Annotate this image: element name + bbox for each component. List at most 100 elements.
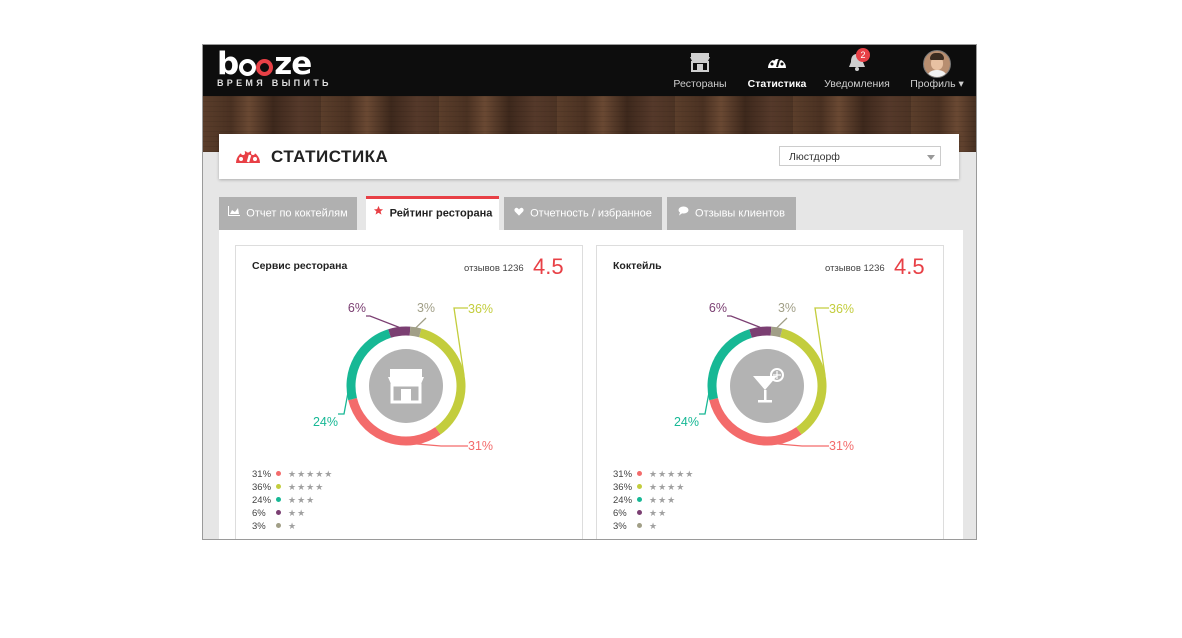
legend-percent: 3% (613, 521, 627, 532)
segment-label: 24% (313, 415, 338, 429)
legend-percent: 24% (252, 495, 272, 506)
legend-row: 31% ★★★★★ (252, 468, 333, 481)
legend-color-dot (276, 510, 281, 516)
speedometer-icon (766, 52, 788, 75)
legend-stars: ★★ (288, 508, 307, 518)
tab-label: Отчет по коктейлям (246, 207, 348, 220)
segment-leader-line (699, 356, 717, 415)
tab-customer-reviews[interactable]: Отзывы клиентов (667, 197, 796, 230)
location-select-value: Люстдорф (789, 151, 840, 163)
legend-stars: ★★★★ (649, 482, 686, 492)
tab-cocktail-report[interactable]: Отчет по коктейлям (219, 197, 357, 230)
nav-item-profile[interactable]: Профиль ▾ (905, 45, 969, 96)
rating-panel: Сервис ресторана отзывов 1236 4.5 36% 31%… (219, 230, 963, 539)
legend-row: 3% ★ (252, 520, 333, 533)
legend-row: 36% ★★★★ (252, 481, 333, 494)
segment-label: 24% (674, 415, 699, 429)
donut-segment-4-star (418, 328, 466, 435)
donut-segment-1-star (770, 326, 783, 338)
legend-stars: ★★★ (288, 495, 316, 505)
legend-stars: ★ (288, 521, 298, 531)
average-score: 4.5 (894, 254, 925, 279)
legend-row: 24% ★★★ (252, 494, 333, 507)
avatar (923, 50, 951, 78)
legend-color-dot (276, 523, 281, 529)
segment-label: 3% (778, 301, 796, 315)
donut-segment-5-star (348, 397, 441, 446)
nav-item-restaurants[interactable]: Рестораны (666, 45, 734, 96)
logo-wordmark: b ze (217, 46, 312, 82)
legend-percent: 31% (252, 469, 272, 480)
legend-stars: ★★★ (649, 495, 677, 505)
segment-leader-line (385, 440, 468, 447)
legend-percent: 6% (613, 508, 627, 519)
logo[interactable]: b ze ВРЕМЯ ВЫПИТЬ (217, 47, 332, 88)
notification-badge: 2 (856, 48, 870, 62)
reviews-count: отзывов 1236 (825, 263, 885, 274)
page-header-card: СТАТИСТИКА Люстдорф (219, 134, 959, 179)
legend-stars: ★★★★★ (649, 469, 695, 479)
segment-label: 36% (468, 302, 493, 316)
bell-icon: 2 (846, 48, 870, 75)
storefront-icon (689, 52, 711, 75)
legend-color-dot (637, 471, 642, 477)
tab-label: Рейтинг ресторана (389, 207, 493, 220)
legend-percent: 6% (252, 508, 266, 519)
legend-color-dot (637, 484, 642, 490)
legend-percent: 36% (252, 482, 272, 493)
legend-color-dot (276, 471, 281, 477)
legend-stars: ★★★★★ (288, 469, 334, 479)
legend-stars: ★★★★ (288, 482, 325, 492)
donut-chart: 36% 31% 24% 6% 3% (674, 301, 854, 453)
donut-segment-2-star (749, 326, 772, 338)
segment-leader-line (415, 317, 427, 329)
logo-tagline: ВРЕМЯ ВЫПИТЬ (217, 78, 332, 88)
nav-item-notifications[interactable]: 2 Уведомления (819, 45, 895, 96)
segment-leader-line (453, 307, 468, 376)
legend-row: 24% ★★★ (613, 494, 694, 507)
app-window: b ze ВРЕМЯ ВЫПИТЬ Рестораны (202, 44, 977, 540)
legend-stars: ★★ (649, 508, 668, 518)
donut-segment-4-star (779, 328, 827, 435)
storefront-icon (388, 369, 424, 404)
segment-label: 3% (417, 301, 435, 315)
rating-card-cocktail: Коктейль отзывов 1236 4.5 36% 31% 24% 6% 3% … (596, 245, 944, 539)
average-score: 4.5 (533, 254, 564, 279)
legend-percent: 36% (613, 482, 633, 493)
tab-reports-favorites[interactable]: Отчетность / избранное (504, 197, 662, 230)
segment-label: 31% (468, 439, 493, 453)
legend-stars: ★ (649, 521, 659, 531)
legend-row: 3% ★ (613, 520, 694, 533)
card-title: Коктейль (613, 260, 662, 272)
rating-legend: 31% ★★★★★ 36% ★★★★ 24% ★★★ 6% ★★ 3% ★ (252, 468, 333, 533)
legend-color-dot (276, 497, 281, 503)
nav-label: Уведомления (824, 78, 890, 90)
segment-leader-line (338, 356, 356, 415)
star-icon (373, 199, 384, 228)
legend-row: 6% ★★ (613, 507, 694, 520)
reviews-count: отзывов 1236 (464, 263, 524, 274)
segment-label: 6% (348, 301, 366, 315)
legend-percent: 31% (613, 469, 633, 480)
location-select[interactable]: Люстдорф (779, 146, 941, 166)
segment-leader-line (776, 317, 788, 329)
legend-row: 6% ★★ (252, 507, 333, 520)
nav-label: Статистика (747, 78, 807, 90)
legend-color-dot (637, 523, 642, 529)
segment-leader-line (366, 315, 400, 328)
donut-segment-3-star (346, 329, 392, 401)
top-navigation-bar: b ze ВРЕМЯ ВЫПИТЬ Рестораны (203, 45, 976, 96)
donut-segment-1-star (409, 326, 422, 338)
legend-color-dot (276, 484, 281, 490)
legend-color-dot (637, 510, 642, 516)
donut-segment-5-star (709, 397, 802, 446)
tab-label: Отзывы клиентов (695, 207, 785, 220)
page-title: СТАТИСТИКА (271, 147, 389, 166)
nav-item-statistics[interactable]: Статистика (743, 45, 811, 96)
legend-percent: 24% (613, 495, 633, 506)
segment-label: 6% (709, 301, 727, 315)
heart-icon (514, 197, 524, 230)
legend-color-dot (637, 497, 642, 503)
tab-restaurant-rating[interactable]: Рейтинг ресторана (366, 196, 499, 231)
chevron-down-icon (927, 155, 935, 160)
